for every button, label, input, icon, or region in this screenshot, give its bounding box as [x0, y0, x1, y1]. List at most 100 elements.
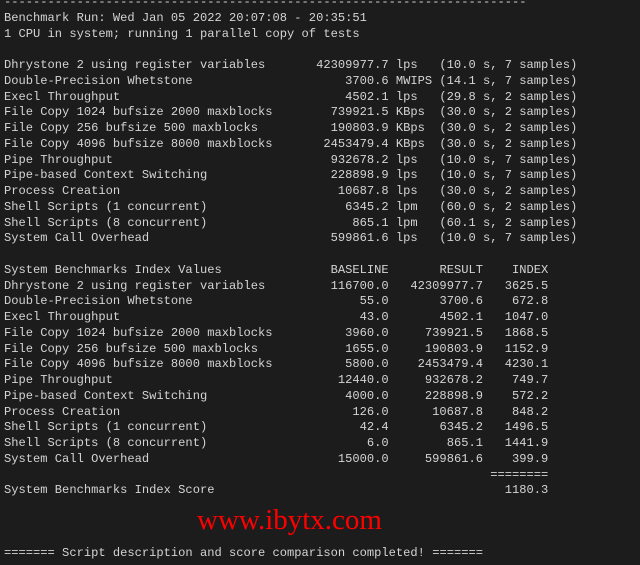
- test-name: Pipe Throughput: [4, 373, 113, 387]
- index-row: Shell Scripts (1 concurrent) 42.4 6345.2 14…: [4, 420, 577, 436]
- test-name: Process Creation: [4, 184, 121, 198]
- test-detail: (60.1 s, 2 samples): [439, 215, 578, 230]
- test-name: System Call Overhead: [4, 451, 150, 466]
- result-value: 10687.8: [432, 404, 483, 419]
- test-unit: KBps: [395, 121, 425, 135]
- test-value: 599861.6: [330, 231, 389, 246]
- index-header-col: INDEX: [512, 262, 549, 277]
- result-value: 739921.5: [424, 325, 483, 340]
- index-value: 672.8: [512, 294, 549, 309]
- blank-line: [4, 499, 577, 515]
- result-row: File Copy 1024 bufsize 2000 maxblocks 739…: [4, 105, 577, 121]
- run-info: Benchmark Run: Wed Jan 05 2022 20:07:08 …: [4, 11, 577, 27]
- baseline-value: 1655.0: [345, 341, 389, 356]
- baseline-value: 42.4: [359, 420, 389, 435]
- result-value: 865.1: [446, 436, 483, 450]
- test-name: File Copy 1024 bufsize 2000 maxblocks: [4, 105, 273, 120]
- index-value: 1868.5: [504, 325, 549, 340]
- baseline-value: 12440.0: [337, 373, 389, 387]
- test-unit: lps: [395, 58, 418, 72]
- result-row: Double-Precision Whetstone 3700.6 MWIPS (14…: [4, 74, 577, 90]
- index-row: Dhrystone 2 using register variables 1167…: [4, 279, 577, 295]
- test-unit: lps: [395, 89, 418, 104]
- test-name: File Copy 256 bufsize 500 maxblocks: [4, 341, 259, 356]
- index-title: System Benchmarks Index Values: [4, 262, 222, 277]
- score-rule: ========: [4, 468, 577, 484]
- baseline-header: BASELINE: [330, 262, 389, 277]
- test-unit: lpm: [395, 199, 418, 214]
- result-value: 190803.9: [424, 341, 483, 356]
- baseline-value: 3960.0: [345, 325, 389, 340]
- index-value: 848.2: [512, 404, 549, 419]
- index-row: Shell Scripts (8 concurrent) 6.0 865.1 1441…: [4, 436, 577, 452]
- test-detail: (10.0 s, 7 samples): [439, 58, 578, 72]
- test-value: 228898.9: [330, 168, 389, 183]
- test-value: 10687.8: [337, 184, 389, 198]
- test-name: Shell Scripts (8 concurrent): [4, 436, 208, 450]
- index-value: 1152.9: [504, 341, 549, 356]
- cpu-info-text: 1 CPU in system; running 1 parallel copy…: [4, 26, 360, 41]
- result-value: 932678.2: [424, 373, 483, 387]
- test-name: Pipe Throughput: [4, 152, 113, 167]
- index-row: File Copy 1024 bufsize 2000 maxblocks 396…: [4, 326, 577, 342]
- test-detail: (29.8 s, 2 samples): [439, 89, 578, 104]
- test-name: File Copy 1024 bufsize 2000 maxblocks: [4, 325, 273, 340]
- cpu-info: 1 CPU in system; running 1 parallel copy…: [4, 27, 577, 43]
- index-value: 4230.1: [504, 357, 549, 372]
- test-unit: lps: [395, 184, 418, 198]
- result-value: 2453479.4: [417, 357, 483, 372]
- baseline-value: 5800.0: [345, 357, 389, 372]
- test-detail: (30.0 s, 2 samples): [439, 184, 578, 198]
- baseline-value: 116700.0: [330, 278, 389, 293]
- test-name: Execl Throughput: [4, 310, 121, 324]
- result-row: Shell Scripts (8 concurrent) 865.1 lpm (60.…: [4, 216, 577, 232]
- result-value: 228898.9: [424, 388, 483, 403]
- result-value: 3700.6: [439, 294, 483, 309]
- footer-text: ======= Script description and score com…: [4, 546, 483, 561]
- result-row: File Copy 256 bufsize 500 maxblocks 19080…: [4, 121, 577, 137]
- score-rule-text: ========: [490, 467, 549, 482]
- test-name: Dhrystone 2 using register variables: [4, 58, 266, 72]
- test-value: 739921.5: [330, 105, 389, 120]
- test-detail: (30.0 s, 2 samples): [439, 105, 578, 120]
- baseline-value: 126.0: [352, 404, 389, 419]
- blank-line: [4, 42, 577, 58]
- test-name: Process Creation: [4, 404, 121, 419]
- index-value: 1496.5: [504, 420, 549, 435]
- test-unit: MWIPS: [395, 73, 433, 88]
- result-value: 599861.6: [424, 451, 483, 466]
- result-row: Process Creation 10687.8 lps (30.0 s, 2 sam…: [4, 184, 577, 200]
- result-row: Execl Throughput 4502.1 lps (29.8 s, 2 samp…: [4, 90, 577, 106]
- test-value: 42309977.7: [316, 58, 389, 72]
- test-value: 6345.2: [345, 199, 389, 214]
- test-unit: KBps: [395, 136, 425, 151]
- blank-line: [4, 247, 577, 263]
- index-row: Execl Throughput 43.0 4502.1 1047.0: [4, 310, 577, 326]
- test-name: File Copy 256 bufsize 500 maxblocks: [4, 121, 259, 135]
- index-header: System Benchmarks Index Values BASELINE RE…: [4, 263, 577, 279]
- result-header: RESULT: [439, 262, 483, 277]
- test-value: 2453479.4: [323, 136, 389, 151]
- test-name: Execl Throughput: [4, 89, 121, 104]
- test-value: 865.1: [352, 215, 389, 230]
- test-name: Shell Scripts (1 concurrent): [4, 199, 208, 214]
- test-name: File Copy 4096 bufsize 8000 maxblocks: [4, 136, 273, 151]
- result-row: Shell Scripts (1 concurrent) 6345.2 lpm (60…: [4, 200, 577, 216]
- index-score: System Benchmarks Index Score 1180.3: [4, 483, 577, 499]
- blank-line: [4, 515, 577, 531]
- test-detail: (10.0 s, 7 samples): [439, 168, 578, 183]
- index-value: 3625.5: [504, 278, 549, 293]
- test-name: Dhrystone 2 using register variables: [4, 278, 266, 293]
- blank-line: [4, 531, 577, 547]
- index-value: 572.2: [512, 388, 549, 403]
- index-value: 1047.0: [504, 310, 549, 324]
- index-value: 1441.9: [504, 436, 549, 450]
- test-value: 932678.2: [330, 152, 389, 167]
- baseline-value: 55.0: [359, 294, 389, 309]
- test-name: System Call Overhead: [4, 231, 150, 246]
- index-row: File Copy 256 bufsize 500 maxblocks 1655.…: [4, 342, 577, 358]
- separator-line: ----------------------------------------…: [4, 0, 577, 11]
- result-value: 6345.2: [439, 420, 483, 435]
- test-unit: lps: [395, 152, 418, 167]
- test-name: Shell Scripts (8 concurrent): [4, 215, 208, 230]
